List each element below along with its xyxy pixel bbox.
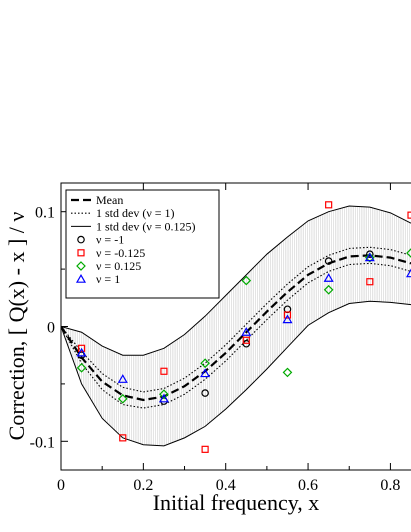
data-point — [241, 327, 252, 336]
data-point — [405, 268, 411, 278]
legend-marker-swatch — [77, 235, 85, 244]
x-axis-label: Initial frequency, x — [153, 490, 320, 515]
data-point — [201, 389, 209, 397]
data-point — [283, 311, 292, 319]
legend-box — [65, 189, 220, 299]
data-point — [364, 252, 375, 263]
x-tick-label: 0.8 — [380, 477, 400, 494]
data-point — [160, 367, 168, 375]
legend-marker-swatch — [77, 249, 85, 257]
data-point — [77, 344, 86, 352]
x-tick-label: 0.4 — [216, 477, 236, 494]
y-axis-label: Correction, [ Q(x) - x ] / ν — [4, 212, 29, 441]
legend-label: ν = -1 — [96, 233, 124, 247]
legend-label: Mean — [96, 193, 123, 207]
legend-label: 1 std dev (ν = 0.125) — [96, 219, 196, 233]
legend-label: ν = 1 — [96, 272, 120, 286]
y-tick-label: 0 — [47, 320, 55, 337]
data-point — [366, 250, 374, 258]
data-point — [119, 434, 127, 442]
curve-upper — [61, 246, 411, 393]
curve-upper — [61, 205, 411, 356]
data-point — [323, 273, 334, 282]
data-point — [117, 374, 128, 383]
data-point — [200, 368, 211, 378]
data-point — [158, 393, 169, 403]
markers — [76, 201, 411, 453]
data-point — [76, 347, 87, 357]
data-point — [323, 284, 334, 295]
curve-lower — [61, 300, 411, 447]
x-tick-label: 0.2 — [133, 477, 153, 494]
legend-marker-swatch — [76, 261, 86, 271]
data-point — [364, 252, 375, 262]
legend-label: ν = 0.125 — [96, 259, 141, 273]
data-point — [76, 362, 87, 373]
legend-label: ν = -0.125 — [96, 246, 145, 260]
data-point — [324, 257, 333, 265]
data-point — [282, 367, 293, 378]
x-tick-label: 0.6 — [298, 477, 318, 494]
data-point — [117, 393, 128, 404]
plot-area — [61, 201, 411, 453]
curve-mean — [61, 254, 411, 402]
data-point — [242, 336, 250, 344]
x-tick-label: 0 — [57, 477, 65, 494]
data-point — [241, 275, 252, 286]
data-point — [159, 389, 169, 400]
data-point — [407, 211, 411, 219]
data-point — [366, 278, 374, 286]
data-point — [282, 314, 293, 324]
data-point — [200, 358, 210, 369]
legend-label: 1 std dev (ν = 1) — [96, 206, 175, 220]
data-point — [325, 201, 333, 209]
data-point — [201, 445, 209, 453]
legend-marker-swatch — [75, 273, 87, 283]
data-point — [406, 248, 411, 258]
axes: 0 0.2 0.4 0.6 0.8 -0.1 0 0.1 — [30, 182, 411, 494]
y-tick-label: 0.1 — [35, 205, 55, 222]
y-tick-label: -0.1 — [30, 434, 55, 451]
